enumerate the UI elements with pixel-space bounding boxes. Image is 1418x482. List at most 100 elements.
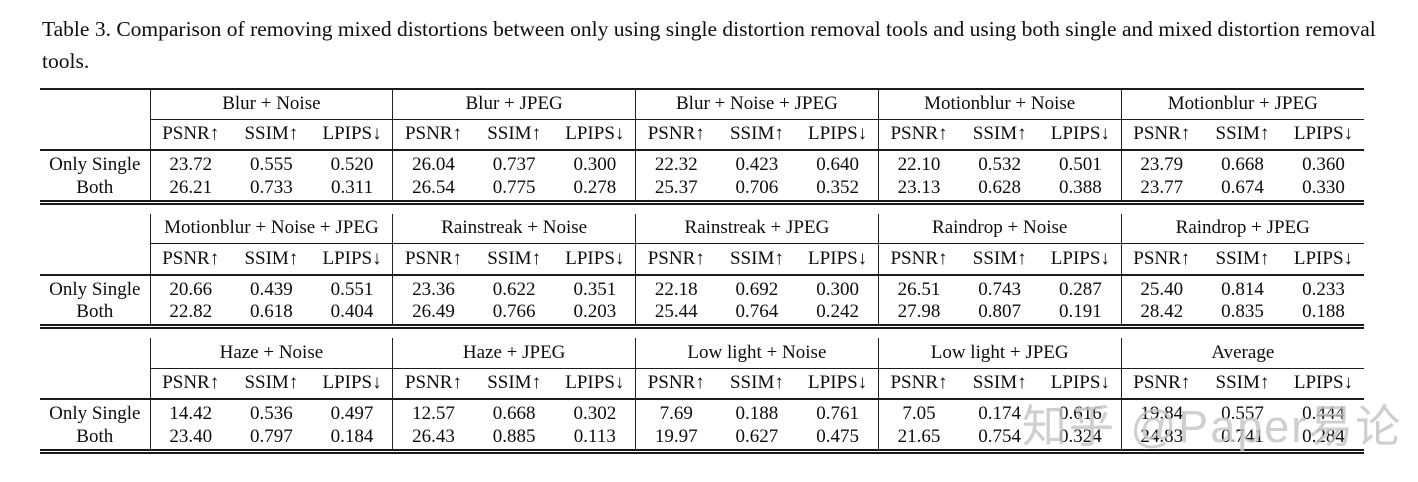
data-cell: 19.97 [635,425,717,451]
data-cell: 0.203 [573,301,617,323]
metric-header: PSNR↑ [877,119,960,151]
data-cell: 14.42 [149,399,231,425]
data-cell: 0.557 [1221,403,1264,424]
data-cell: 0.885 [492,425,536,447]
data-cell: 23.77 [1120,176,1202,202]
data-cell: 26.04 [392,150,474,176]
metric-header: PSNR↑ [149,119,231,151]
data-cell: 21.65 [877,425,960,451]
table-band-2: Motionblur + Noise + JPEG Rainstreak + No… [40,213,1364,329]
data-cell: 0.835 [1221,301,1264,323]
data-cell: 0.761 [816,403,859,424]
data-cell: 0.360 [1302,154,1345,175]
band-table-3: Haze + Noise Haze + JPEG Low light + Noise… [40,338,1364,454]
data-cell: 0.520 [330,154,374,175]
data-cell: 0.388 [1058,176,1102,198]
data-cell: 0.741 [1221,425,1264,447]
data-cell: 0.618 [250,301,293,323]
metric-header: SSIM↑ [959,368,1041,400]
data-cell: 26.54 [392,176,474,202]
data-cell: 27.98 [877,300,960,327]
band-table-2: Motionblur + Noise + JPEG Rainstreak + No… [40,213,1364,329]
row-label: Only Single [49,403,141,424]
metric-header: LPIPS↓ [1040,243,1122,276]
metric-header: LPIPS↓ [554,368,636,400]
data-cell: 26.49 [392,300,474,327]
data-cell: 0.764 [735,301,779,323]
row-label: Only Single [49,278,141,300]
group-header-average: Average [1120,338,1364,369]
data-cell: 0.627 [735,425,779,447]
stub-spacer [40,338,150,368]
data-cell: 0.497 [330,403,374,424]
data-cell: 7.05 [877,399,960,425]
data-cell: 0.797 [250,425,293,447]
metric-header: PSNR↑ [1120,119,1202,151]
data-cell: 0.501 [1058,154,1102,175]
row-label: Both [76,425,114,447]
data-cell: 0.184 [330,425,374,447]
data-cell: 0.188 [735,403,779,424]
group-header-haze-noise: Haze + Noise [149,338,393,369]
stub-spacer [40,89,150,119]
metric-header: SSIM↑ [716,243,798,276]
data-cell: 0.352 [816,176,859,198]
data-cell: 0.640 [816,154,859,175]
data-cell: 22.18 [635,274,717,301]
metric-header: SSIM↑ [230,368,312,400]
stub-spacer [40,368,150,400]
data-cell: 0.324 [1058,425,1102,447]
metric-header: PSNR↑ [392,243,474,276]
data-cell: 0.287 [1058,278,1102,300]
metric-header: LPIPS↓ [1040,368,1122,400]
metric-header: PSNR↑ [149,368,231,400]
data-cell: 0.674 [1221,176,1264,198]
metric-header: PSNR↑ [392,368,474,400]
group-header-motionblur-noise-jpeg: Motionblur + Noise + JPEG [149,213,393,244]
row-label: Both [76,176,114,198]
metric-header: PSNR↑ [1120,368,1202,400]
table-caption: Table 3. Comparison of removing mixed di… [42,17,1376,74]
data-cell: 0.444 [1302,403,1345,424]
metric-header: PSNR↑ [877,243,960,276]
data-cell: 0.706 [735,176,779,198]
metric-header: LPIPS↓ [554,119,636,151]
data-cell: 0.233 [1302,278,1345,300]
metric-header: PSNR↑ [149,243,231,276]
metric-header: SSIM↑ [230,119,312,151]
metric-header: SSIM↑ [230,243,312,276]
data-cell: 0.775 [492,176,536,198]
metric-header: LPIPS↓ [311,243,393,276]
metric-header: SSIM↑ [1201,119,1283,151]
metric-header: SSIM↑ [473,119,555,151]
metric-header: PSNR↑ [877,368,960,400]
data-cell: 12.57 [392,399,474,425]
metric-header: SSIM↑ [716,368,798,400]
data-cell: 0.188 [1302,301,1345,323]
metric-header: LPIPS↓ [1282,119,1364,151]
metric-header: PSNR↑ [635,119,717,151]
data-cell: 25.44 [635,300,717,327]
data-cell: 28.42 [1120,300,1202,327]
data-cell: 23.79 [1120,150,1202,176]
data-cell: 0.311 [331,176,374,198]
metric-header: SSIM↑ [1201,243,1283,276]
metric-header: LPIPS↓ [554,243,636,276]
metric-header: SSIM↑ [473,368,555,400]
metric-header: LPIPS↓ [1282,243,1364,276]
group-header-raindrop-noise: Raindrop + Noise [877,213,1122,244]
data-cell: 7.69 [635,399,717,425]
data-cell: 23.13 [877,176,960,202]
metric-header: PSNR↑ [392,119,474,151]
results-table: Blur + Noise Blur + JPEG Blur + Noise + JP… [40,88,1364,454]
group-header-blur-noise: Blur + Noise [149,89,393,120]
data-cell: 24.83 [1120,425,1202,451]
data-cell: 0.628 [978,176,1022,198]
group-header-haze-jpeg: Haze + JPEG [392,338,636,369]
row-label: Both [76,301,114,323]
metric-header: LPIPS↓ [797,368,879,400]
data-cell: 0.754 [978,425,1022,447]
metric-header: LPIPS↓ [311,368,393,400]
metric-header: PSNR↑ [635,368,717,400]
